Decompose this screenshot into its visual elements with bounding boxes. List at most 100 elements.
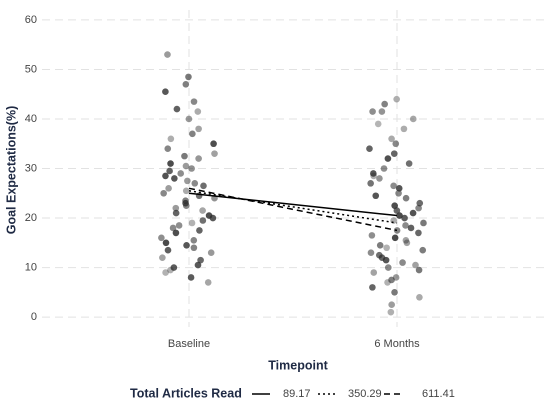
point	[164, 145, 172, 152]
point	[199, 207, 206, 214]
point	[185, 73, 192, 81]
point	[402, 237, 410, 244]
point	[194, 108, 202, 115]
point	[175, 222, 183, 229]
point	[158, 234, 165, 242]
point	[190, 237, 198, 244]
point	[387, 308, 395, 316]
point	[196, 227, 203, 234]
point	[381, 100, 388, 108]
point	[392, 140, 400, 148]
point	[172, 209, 180, 217]
point	[188, 219, 196, 227]
y-tick-label: 20	[25, 212, 37, 224]
point	[416, 293, 423, 301]
point	[367, 249, 375, 257]
point	[390, 150, 398, 157]
point	[380, 165, 388, 172]
point	[395, 189, 402, 197]
y-tick-label: 30	[25, 162, 37, 174]
point	[384, 279, 391, 286]
point	[400, 125, 408, 133]
point	[367, 180, 374, 187]
point	[370, 269, 378, 276]
point	[390, 182, 397, 190]
point	[396, 212, 403, 219]
point	[419, 246, 427, 254]
y-tick-label: 40	[25, 113, 37, 125]
legend-label: 350.29	[348, 388, 382, 400]
point	[376, 175, 383, 182]
point	[200, 182, 207, 190]
point	[209, 214, 217, 222]
point	[190, 98, 198, 105]
point	[415, 204, 422, 212]
trend-line	[188, 187, 398, 232]
point	[187, 274, 195, 281]
point	[391, 234, 399, 242]
point	[368, 232, 376, 239]
y-tick-label: 0	[31, 311, 37, 323]
legend-label: 611.41	[422, 388, 455, 400]
point	[159, 254, 166, 261]
point	[165, 185, 172, 192]
y-tick-label: 10	[25, 261, 37, 273]
point	[374, 120, 382, 128]
point	[194, 261, 202, 269]
point	[393, 227, 401, 234]
point	[164, 246, 172, 254]
y-tick-label: 50	[25, 63, 37, 75]
point	[167, 160, 174, 167]
point	[210, 140, 217, 148]
point	[405, 160, 413, 167]
point	[393, 207, 401, 214]
point	[416, 199, 424, 207]
point	[164, 51, 171, 58]
point	[182, 162, 190, 170]
y-axis-label: Goal Expectations(%)	[4, 106, 18, 235]
point	[370, 172, 377, 180]
point	[169, 224, 177, 232]
point	[372, 192, 380, 200]
point	[415, 229, 422, 237]
point	[378, 108, 386, 115]
trend-line	[188, 190, 398, 224]
x-tick-label: Baseline	[168, 338, 210, 350]
point	[384, 155, 392, 162]
point	[190, 244, 198, 252]
point	[172, 204, 180, 212]
point	[391, 202, 398, 209]
point	[382, 256, 390, 264]
point	[376, 241, 384, 249]
point	[185, 115, 193, 123]
point	[388, 276, 395, 284]
point	[412, 261, 419, 269]
point	[407, 224, 415, 232]
point	[167, 135, 175, 143]
point	[177, 170, 184, 177]
point	[167, 266, 174, 274]
point	[162, 269, 169, 276]
point	[383, 244, 390, 252]
point	[182, 202, 190, 209]
point	[182, 80, 190, 88]
trend-line	[188, 192, 398, 217]
point	[384, 264, 392, 271]
point	[369, 108, 376, 115]
point	[415, 266, 423, 274]
point	[172, 229, 180, 237]
x-axis-label: Timepoint	[268, 358, 328, 372]
point	[390, 217, 397, 224]
point	[366, 145, 373, 152]
point	[402, 222, 409, 229]
point	[162, 239, 170, 247]
point	[399, 259, 406, 266]
legend-title: Total Articles Read	[130, 386, 242, 400]
point	[188, 165, 195, 172]
point	[420, 219, 427, 227]
point	[409, 115, 417, 123]
y-tick-label: 60	[25, 14, 37, 26]
point	[195, 125, 202, 133]
point	[207, 249, 215, 257]
point	[370, 170, 377, 177]
